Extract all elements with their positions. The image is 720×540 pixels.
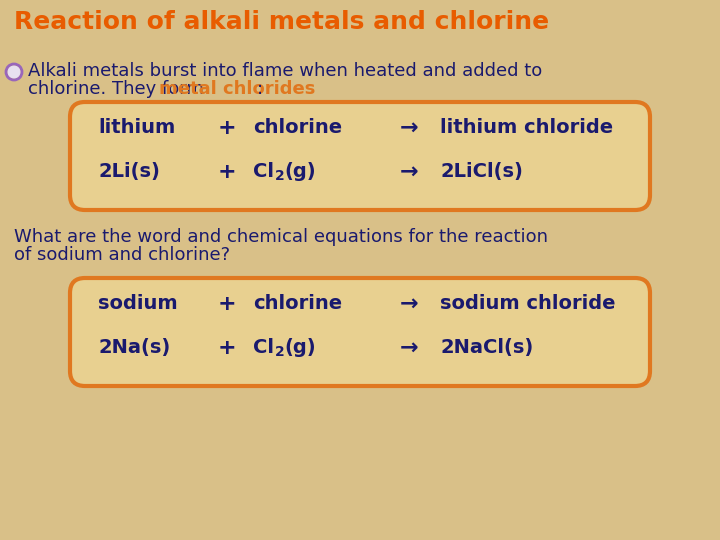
Text: :: : [257,80,264,98]
Text: +: + [218,338,237,358]
Text: →: → [400,162,418,182]
Text: (g): (g) [284,162,315,181]
Text: sodium chloride: sodium chloride [440,294,616,313]
Text: 2NaCl(s): 2NaCl(s) [440,338,534,357]
Text: chlorine. They form: chlorine. They form [28,80,210,98]
Circle shape [8,66,20,78]
Text: 2Li(s): 2Li(s) [98,162,160,181]
Text: lithium: lithium [98,118,175,137]
Text: Alkali metals burst into flame when heated and added to: Alkali metals burst into flame when heat… [28,62,542,80]
Text: chlorine: chlorine [253,118,342,137]
Text: 2: 2 [275,345,284,359]
Text: 2LiCl(s): 2LiCl(s) [440,162,523,181]
Text: →: → [400,294,418,314]
Text: +: + [218,118,237,138]
Text: 2Na(s): 2Na(s) [98,338,170,357]
Text: Cl: Cl [253,162,274,181]
Text: metal chlorides: metal chlorides [159,80,315,98]
Text: of sodium and chlorine?: of sodium and chlorine? [14,246,230,264]
Text: +: + [218,294,237,314]
Text: What are the word and chemical equations for the reaction: What are the word and chemical equations… [14,228,548,246]
Text: sodium: sodium [98,294,178,313]
Text: (g): (g) [284,338,315,357]
Text: Reaction of alkali metals and chlorine: Reaction of alkali metals and chlorine [14,10,549,34]
Text: chlorine: chlorine [253,294,342,313]
FancyBboxPatch shape [70,102,650,210]
Text: Cl: Cl [253,338,274,357]
FancyBboxPatch shape [70,278,650,386]
Text: +: + [218,162,237,182]
Text: 2: 2 [275,169,284,183]
Text: →: → [400,338,418,358]
Text: →: → [400,118,418,138]
Text: lithium chloride: lithium chloride [440,118,613,137]
